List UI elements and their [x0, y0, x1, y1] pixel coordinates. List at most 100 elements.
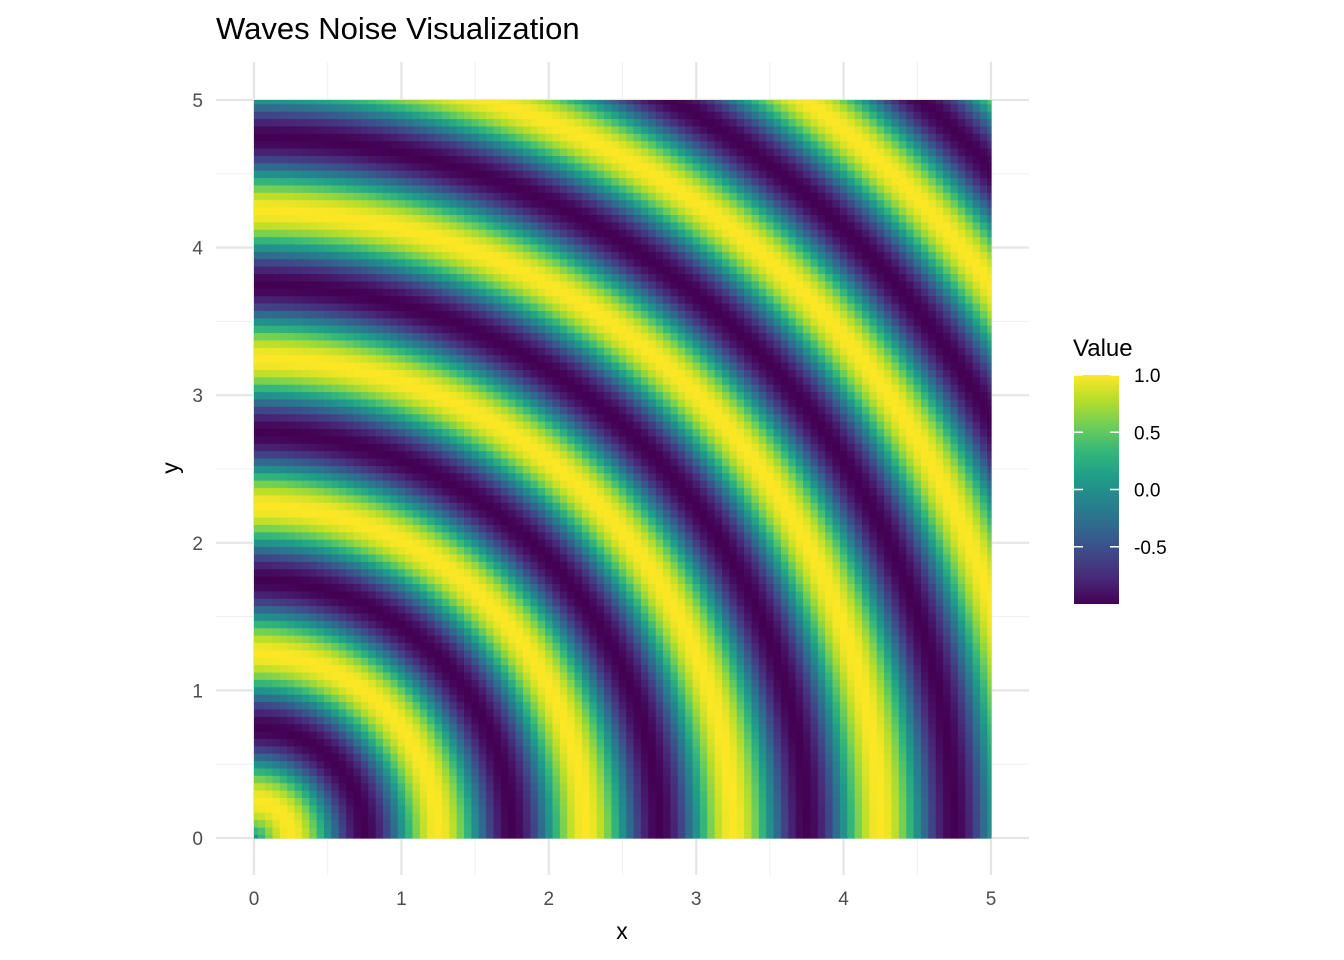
heatmap-cell: [353, 229, 362, 238]
heatmap-cell: [596, 162, 605, 171]
heatmap-cell: [265, 598, 274, 607]
heatmap-cell: [405, 760, 414, 769]
heatmap-cell: [552, 642, 561, 651]
heatmap-cell: [272, 516, 281, 525]
heatmap-cell: [375, 369, 384, 378]
heatmap-cell: [478, 236, 487, 245]
heatmap-cell: [287, 790, 296, 799]
heatmap-cell: [382, 782, 391, 791]
heatmap-cell: [596, 258, 605, 267]
heatmap-cell: [257, 140, 266, 149]
heatmap-cell: [294, 391, 303, 400]
heatmap-cell: [265, 812, 274, 821]
heatmap-cell: [434, 760, 443, 769]
heatmap-cell: [272, 280, 281, 289]
heatmap-cell: [523, 797, 531, 806]
heatmap-cell: [272, 694, 281, 703]
heatmap-cell: [456, 376, 465, 385]
heatmap-cell: [294, 583, 303, 592]
heatmap-cell: [427, 184, 436, 193]
heatmap-cell: [254, 465, 259, 474]
heatmap-cell: [464, 686, 473, 695]
heatmap-cell: [382, 229, 391, 238]
heatmap-cell: [390, 391, 399, 400]
heatmap-cell: [419, 738, 428, 747]
heatmap-cell: [397, 162, 406, 171]
heatmap-cell: [449, 347, 458, 356]
heatmap-cell: [338, 147, 347, 156]
heatmap-cell: [581, 288, 590, 297]
heatmap-cell: [441, 162, 450, 171]
heatmap-cell: [338, 546, 347, 555]
heatmap-cell: [346, 111, 355, 120]
heatmap-cell: [309, 406, 318, 415]
heatmap-cell: [441, 738, 450, 747]
heatmap-cell: [559, 494, 568, 503]
heatmap-cell: [419, 686, 428, 695]
heatmap-cell: [471, 812, 480, 821]
heatmap-cell: [419, 790, 428, 799]
heatmap-cell: [257, 480, 266, 489]
heatmap-cell: [412, 310, 421, 319]
heatmap-cell: [456, 826, 465, 835]
heatmap-cell: [471, 679, 480, 688]
heatmap-cell: [500, 214, 509, 223]
heatmap-cell: [581, 649, 590, 658]
heatmap-cell: [405, 516, 414, 525]
heatmap-cell: [272, 199, 281, 208]
heatmap-cell: [604, 347, 613, 356]
heatmap-cell: [434, 103, 443, 112]
heatmap-cell: [279, 546, 288, 555]
heatmap-cell: [523, 273, 531, 282]
heatmap-cell: [405, 745, 414, 754]
heatmap-cell: [405, 111, 414, 120]
heatmap-cell: [419, 767, 428, 776]
heatmap-cell: [589, 568, 598, 577]
heatmap-cell: [567, 730, 576, 739]
heatmap-cell: [456, 325, 465, 334]
heatmap-cell: [515, 147, 524, 156]
heatmap-cell: [294, 694, 303, 703]
heatmap-cell: [581, 325, 590, 334]
heatmap-cell: [508, 561, 517, 570]
heatmap-cell: [324, 686, 332, 695]
heatmap-cell: [589, 207, 598, 215]
heatmap-cell: [360, 730, 369, 739]
heatmap-cell: [441, 694, 450, 703]
heatmap-cell: [545, 443, 554, 452]
heatmap-cell: [265, 730, 274, 739]
heatmap-cell: [316, 812, 325, 821]
heatmap-cell: [508, 258, 517, 267]
heatmap-cell: [537, 177, 546, 186]
heatmap-cell: [427, 539, 436, 548]
heatmap-cell: [287, 516, 296, 525]
heatmap-cell: [523, 229, 531, 238]
heatmap-cell: [464, 302, 473, 311]
heatmap-cell: [338, 819, 347, 828]
heatmap-cell: [493, 361, 502, 370]
heatmap-cell: [272, 457, 281, 466]
heatmap-cell: [530, 376, 539, 385]
heatmap-cell: [500, 457, 509, 466]
heatmap-cell: [405, 184, 414, 193]
heatmap-cell: [464, 834, 473, 839]
heatmap-cell: [508, 620, 517, 629]
heatmap-cell: [254, 502, 259, 511]
heatmap-cell: [537, 221, 546, 230]
heatmap-cell: [581, 812, 590, 821]
heatmap-cell: [581, 162, 590, 171]
heatmap-cell: [257, 509, 266, 518]
heatmap-cell: [567, 288, 576, 297]
heatmap-cell: [272, 435, 281, 444]
heatmap-cell: [530, 465, 539, 474]
heatmap-cell: [301, 428, 310, 437]
heatmap-cell: [419, 494, 428, 503]
heatmap-cell: [390, 192, 399, 201]
heatmap-cell: [257, 598, 266, 607]
heatmap-cell: [515, 730, 524, 739]
heatmap-cell: [471, 118, 480, 127]
heatmap-cell: [574, 199, 583, 208]
heatmap-cell: [331, 516, 340, 525]
heatmap-cell: [530, 457, 539, 466]
heatmap-cell: [486, 708, 495, 717]
